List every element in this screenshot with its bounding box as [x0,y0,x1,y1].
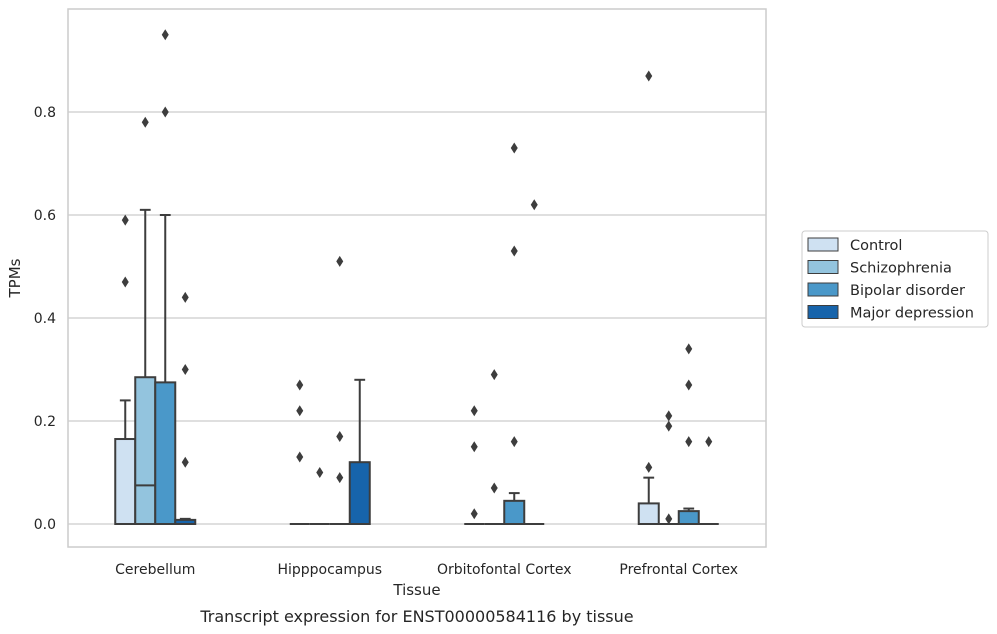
outlier-point [181,291,189,303]
box-1-2 [329,255,350,525]
box-3-2 [677,343,700,525]
outlier-point [161,29,169,41]
x-tick-label: Orbitofontal Cortex [437,562,572,578]
outlier-point [665,420,673,432]
x-axis-label: Tissue [392,581,440,599]
box-body [637,502,660,525]
outlier-point [685,343,693,355]
box-0-2 [154,29,177,525]
y-tick-label: 0.2 [34,414,56,430]
outlier-point [141,116,149,128]
outlier-point [470,441,478,453]
outlier-point [510,142,518,154]
box-0-0 [114,214,137,525]
outlier-point [685,379,693,391]
legend-frame [801,230,989,328]
y-tick-label: 0.6 [34,208,56,224]
box-2-1 [484,369,505,525]
box-1-3 [348,378,371,526]
outlier-point [510,245,518,257]
outlier-point [181,456,189,468]
box-2-0 [464,405,485,525]
outlier-point [705,436,713,448]
x-tick-label: Prefrontal Cortex [619,562,738,578]
outlier-point [665,410,673,422]
x-tick-labels: Cerebellum Hipppocampus Orbitofontal Corte… [115,562,738,578]
box-0-3 [174,291,197,526]
legend-label: Bipolar disorder [850,283,965,299]
outlier-point [296,451,304,463]
outlier-point [181,364,189,375]
outlier-point [510,436,518,448]
box-body [503,499,526,526]
outlier-point [490,369,498,381]
outlier-point [665,513,673,525]
legend-label: Schizophrenia [850,261,952,277]
legend-label: Major depression [850,306,974,322]
legend-swatch [807,260,839,274]
outlier-point [685,436,693,448]
outlier-point [336,430,344,442]
x-tick-label: Cerebellum [115,562,195,578]
box-1-0 [289,379,310,525]
outlier-point [296,379,304,391]
box-3-3 [698,436,719,525]
box-body [348,461,371,526]
legend-swatch [807,282,839,297]
y-tick-label: 0.8 [34,105,56,121]
legend-swatch [807,237,839,252]
box-3-1 [658,410,679,525]
outlier-point [530,199,538,211]
outlier-point [470,508,478,520]
chart-caption: Transcript expression for ENST0000058411… [199,607,633,626]
box-plots [114,29,719,526]
box-1-1 [309,467,330,525]
outlier-point [470,405,478,417]
legend: Control Schizophrenia Bipolar disorder Majo… [801,230,989,328]
y-tick-labels: 0.0 0.2 0.4 0.6 0.8 [34,105,56,533]
outlier-point [161,106,169,118]
outlier-point [490,482,498,494]
box-body [677,510,700,525]
outlier-point [296,405,304,417]
box-body [134,376,157,525]
outlier-point [336,472,344,484]
y-axis-label: TPMs [6,258,24,298]
box-3-0 [637,70,660,525]
y-tick-label: 0.0 [34,517,56,533]
box-2-3 [524,199,545,525]
box-2-2 [503,142,526,526]
legend-swatch [807,305,839,319]
y-tick-label: 0.4 [34,311,56,327]
outlier-point [121,214,129,226]
plot-frame [67,8,767,548]
legend-label: Control [850,238,902,254]
outlier-point [645,461,653,473]
box-body [154,381,177,525]
outlier-point [645,70,653,82]
box-body [114,438,137,525]
outlier-point [336,255,344,267]
outlier-point [316,467,324,478]
box-0-1 [134,116,157,525]
x-tick-label: Hipppocampus [277,562,382,578]
outlier-point [121,276,129,288]
